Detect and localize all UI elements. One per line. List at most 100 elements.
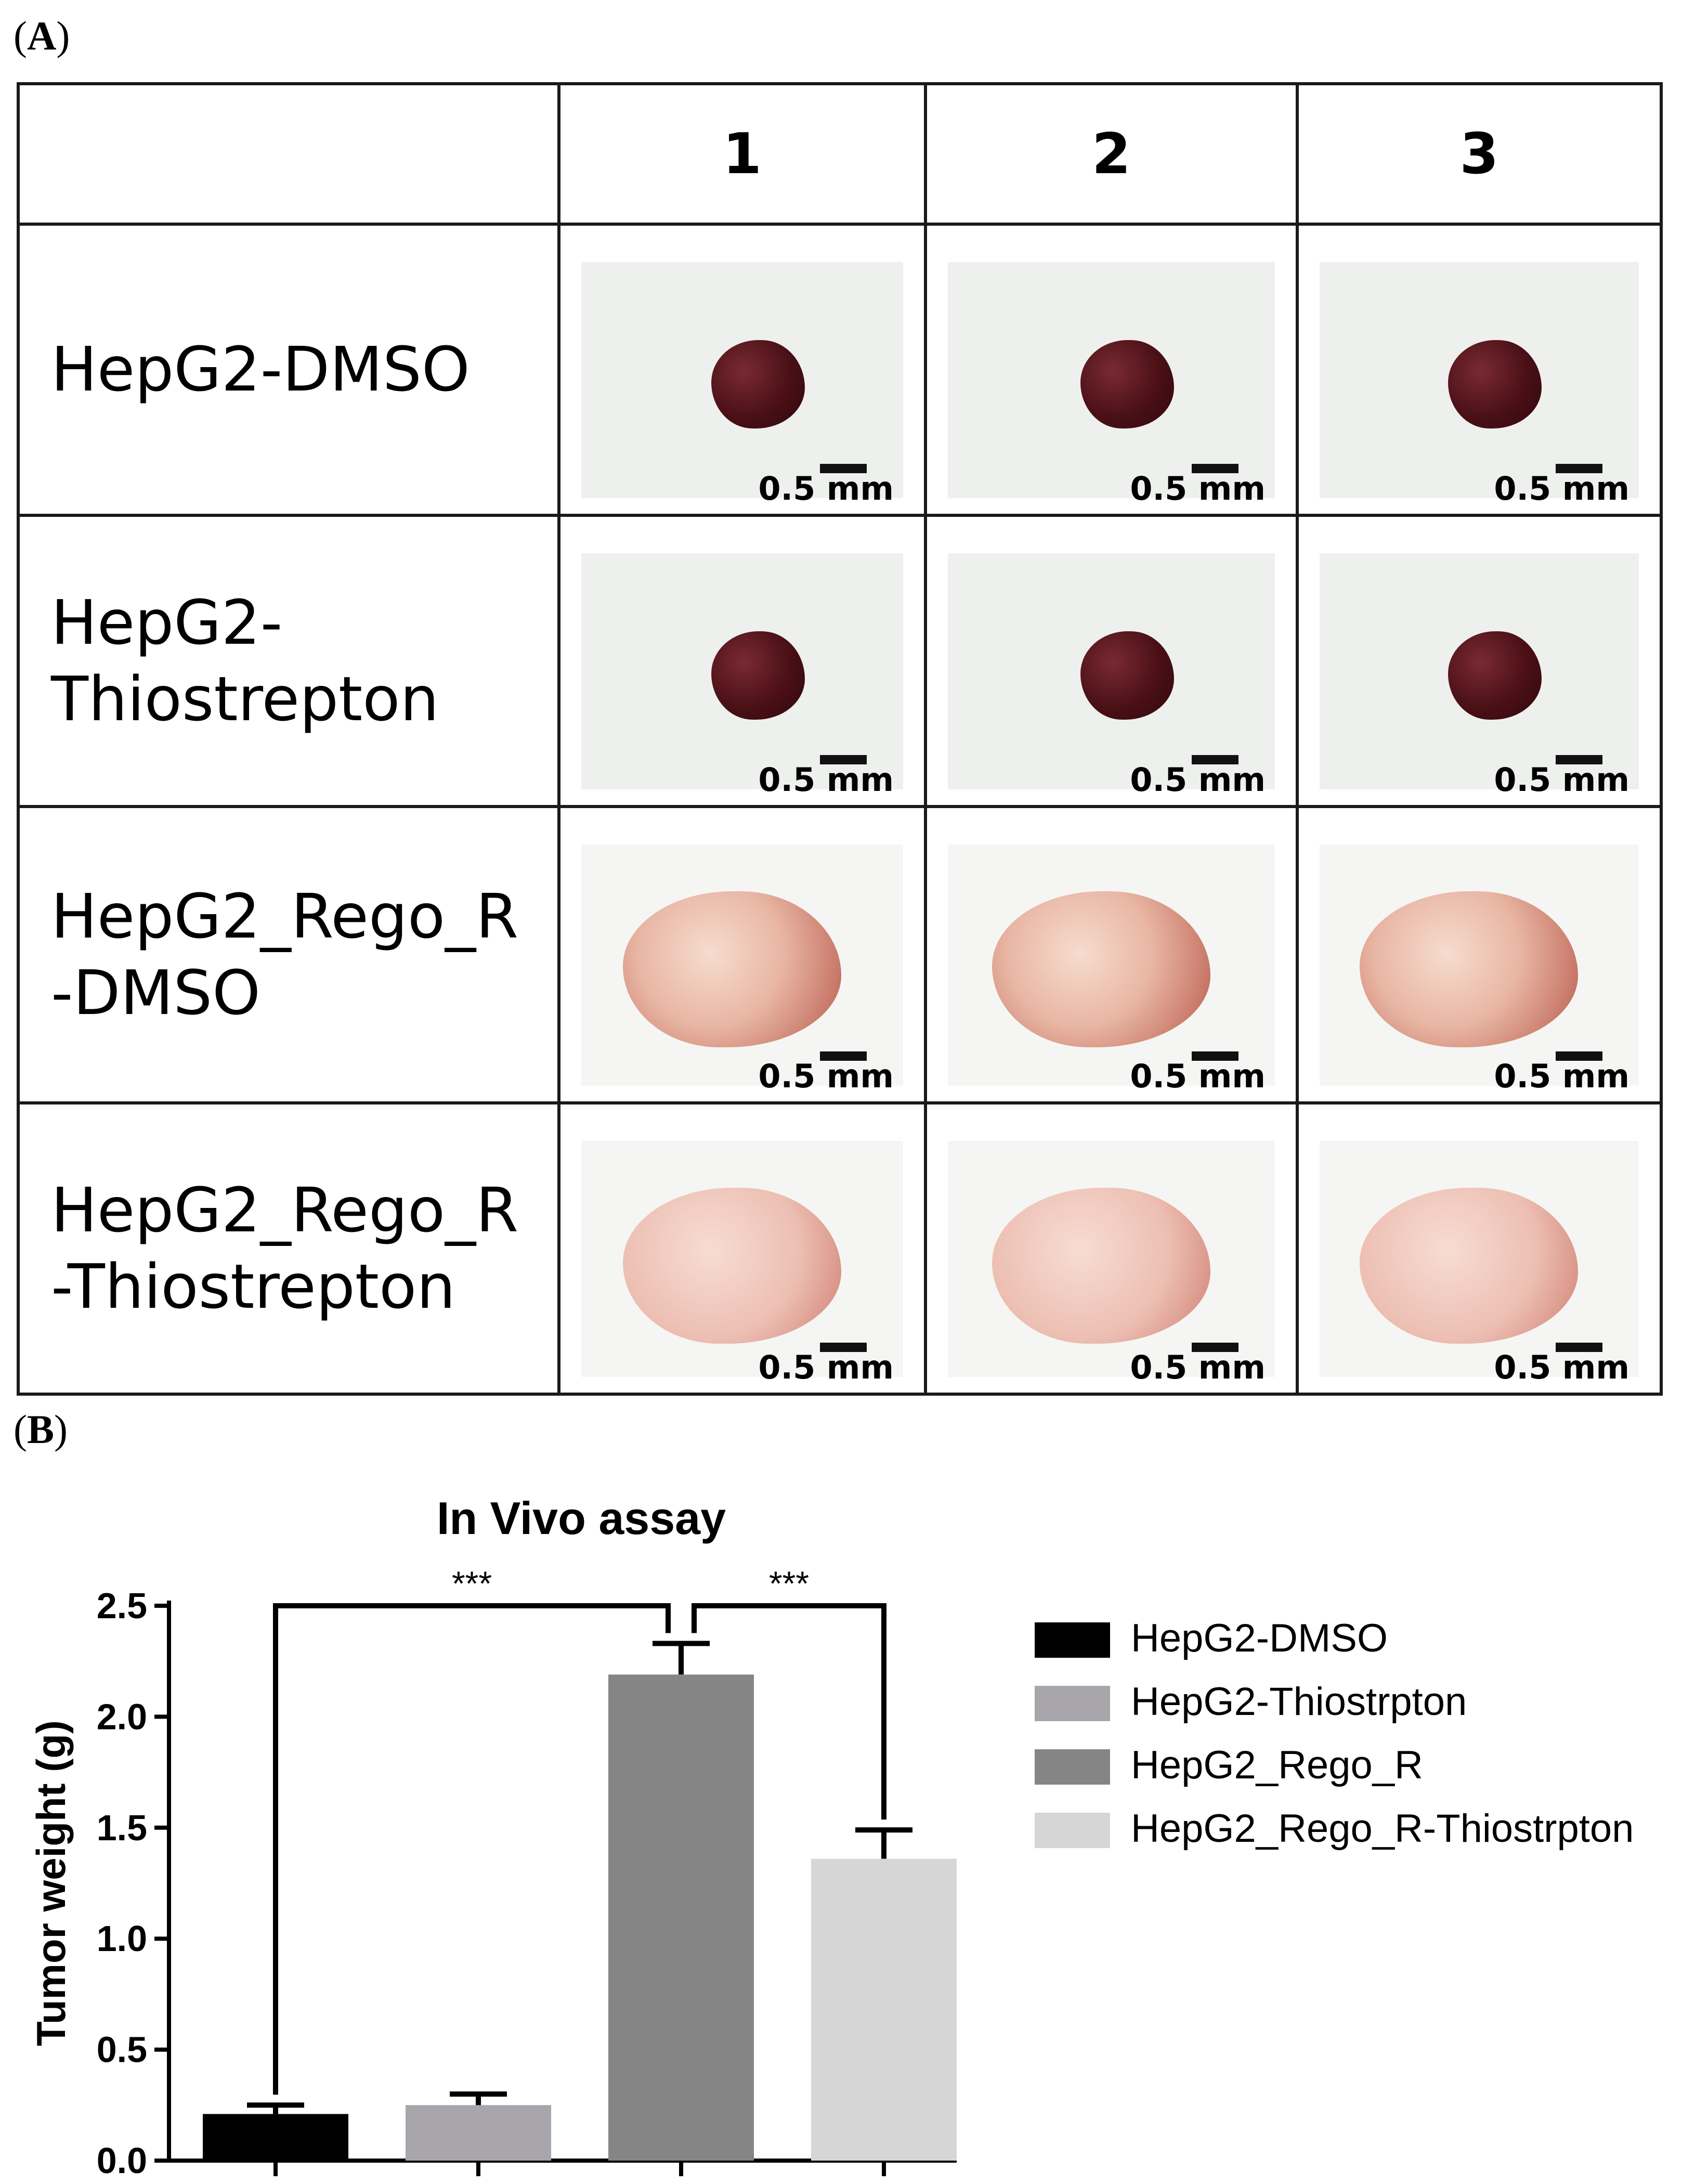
tumor-photo-cell: 0.5 mm xyxy=(1296,223,1663,517)
tumor-photo-cell: 0.5 mm xyxy=(557,223,927,517)
scale-bar xyxy=(820,1343,867,1352)
grid-row: HepG2_Rego_R -DMSO 0.5 mm 0.5 mm 0.5 mm xyxy=(17,805,1663,1104)
y-tick-label: 0.5 xyxy=(97,2030,147,2070)
column-header-2: 2 xyxy=(924,82,1299,226)
y-tick-label: 2.5 xyxy=(97,1585,147,1626)
panel-a-label: (A) xyxy=(14,13,70,58)
row-label: HepG2- Thiostrepton xyxy=(17,514,560,808)
row-label-line: HepG2_Rego_R xyxy=(51,1174,519,1246)
scale-label: 0.5 mm xyxy=(758,1057,894,1095)
tumor-photo xyxy=(1320,553,1639,789)
tumor-photo-cell: 0.5 mm xyxy=(557,805,927,1104)
scale-bar xyxy=(820,464,867,473)
significance-label: *** xyxy=(452,1564,492,1603)
tumor-specimen xyxy=(1360,891,1578,1047)
scale-bar xyxy=(1556,755,1602,764)
scale-bar xyxy=(1192,464,1238,473)
y-tick-label: 0.0 xyxy=(97,2140,147,2181)
row-label-line: -Thiostrepton xyxy=(51,1251,456,1322)
legend-label: HepG2-Thiostrpton xyxy=(1131,1680,1467,1724)
column-header-3: 3 xyxy=(1296,82,1663,226)
tumor-specimen xyxy=(622,891,841,1047)
grid-row: HepG2_Rego_R -Thiostrepton 0.5 mm 0.5 mm 0.5… xyxy=(17,1101,1663,1396)
scale-label: 0.5 mm xyxy=(1130,1057,1266,1095)
tumor-specimen xyxy=(711,631,805,720)
tumor-photo xyxy=(948,1141,1275,1377)
tumor-photo xyxy=(948,844,1275,1086)
tumor-photo-cell: 0.5 mm xyxy=(924,805,1299,1104)
tumor-photo xyxy=(1320,844,1639,1086)
y-tick-label: 1.5 xyxy=(97,1808,147,1848)
tumor-photo xyxy=(948,262,1275,498)
tumor-specimen xyxy=(711,340,805,428)
legend-swatch xyxy=(1035,1686,1110,1721)
column-header-1: 1 xyxy=(557,82,927,226)
row-label-line: HepG2_Rego_R xyxy=(51,880,519,952)
legend-swatch xyxy=(1035,1813,1110,1848)
tumor-specimen xyxy=(992,891,1210,1047)
tumor-photo xyxy=(581,553,903,789)
legend-swatch xyxy=(1035,1622,1110,1658)
bar xyxy=(811,1858,957,2161)
legend-label: HepG2-DMSO xyxy=(1131,1616,1388,1660)
tumor-photo-cell: 0.5 mm xyxy=(1296,805,1663,1104)
scale-label: 0.5 mm xyxy=(1494,470,1629,508)
tumor-photo-cell: 0.5 mm xyxy=(924,1101,1299,1396)
scale-bar xyxy=(1556,1051,1602,1061)
tumor-specimen xyxy=(992,1188,1210,1344)
tumor-specimen xyxy=(1360,1188,1578,1344)
scale-bar xyxy=(820,1051,867,1061)
scale-label: 0.5 mm xyxy=(1494,1057,1629,1095)
grid-row: HepG2- Thiostrepton 0.5 mm 0.5 mm 0.5 mm xyxy=(17,514,1663,808)
scale-label: 0.5 mm xyxy=(1130,761,1266,799)
scale-bar xyxy=(1556,1343,1602,1352)
scale-bar xyxy=(1192,1051,1238,1061)
scale-bar xyxy=(1192,755,1238,764)
row-label: HepG2_Rego_R -DMSO xyxy=(17,805,560,1104)
tumor-photo xyxy=(581,262,903,498)
significance-bracket xyxy=(273,1603,671,2095)
bar xyxy=(203,2114,348,2161)
panel-b-label: (B) xyxy=(14,1407,68,1452)
grid-row: HepG2-DMSO 0.5 mm 0.5 mm 0.5 mm xyxy=(17,223,1663,517)
significance-label: *** xyxy=(769,1564,809,1603)
tumor-photo-cell: 0.5 mm xyxy=(1296,1101,1663,1396)
bar xyxy=(406,2105,551,2161)
row-label-line: Thiostrepton xyxy=(51,663,439,735)
tumor-photo xyxy=(581,1141,903,1377)
scale-bar xyxy=(1192,1343,1238,1352)
row-label-line: HepG2-DMSO xyxy=(51,333,470,406)
chart-title: In Vivo assay xyxy=(437,1492,726,1544)
scale-label: 0.5 mm xyxy=(1130,1348,1266,1386)
legend-swatch xyxy=(1035,1749,1110,1785)
tumor-photo-grid: 1 2 3 HepG2-DMSO 0.5 mm 0.5 mm 0.5 mm HepG2-… xyxy=(17,82,1663,1396)
scale-label: 0.5 mm xyxy=(1494,1348,1629,1386)
tumor-specimen xyxy=(1448,631,1542,720)
legend-label: HepG2_Rego_R-Thiostrpton xyxy=(1131,1806,1634,1851)
scale-label: 0.5 mm xyxy=(758,761,894,799)
tumor-photo xyxy=(1320,262,1639,498)
row-label-line: HepG2- xyxy=(51,586,283,658)
row-label-line: -DMSO xyxy=(51,957,261,1029)
tumor-photo-cell: 0.5 mm xyxy=(557,514,927,808)
tumor-specimen xyxy=(1080,631,1174,720)
significance-bracket xyxy=(692,1603,886,1820)
scale-bar xyxy=(820,755,867,764)
tumor-photo xyxy=(581,844,903,1086)
y-axis-label: Tumor weight (g) xyxy=(28,1720,74,2046)
tumor-weight-bar-chart: In Vivo assay Tumor weight (g) 0.0 0.5 1.0 1.… xyxy=(28,1492,1634,2181)
tumor-photo xyxy=(1320,1141,1639,1377)
bar xyxy=(608,1674,754,2161)
tumor-specimen xyxy=(622,1188,841,1344)
legend-label: HepG2_Rego_R xyxy=(1131,1743,1423,1787)
tumor-specimen xyxy=(1080,340,1174,428)
tumor-photo-cell: 0.5 mm xyxy=(557,1101,927,1396)
tumor-photo-cell: 0.5 mm xyxy=(924,223,1299,517)
scale-bar xyxy=(1556,464,1602,473)
y-tick-label: 1.0 xyxy=(97,1918,147,1959)
tumor-photo xyxy=(948,553,1275,789)
row-label: HepG2_Rego_R -Thiostrepton xyxy=(17,1101,560,1396)
tumor-photo-cell: 0.5 mm xyxy=(1296,514,1663,808)
scale-label: 0.5 mm xyxy=(1130,470,1266,508)
grid-corner-cell xyxy=(17,82,560,226)
